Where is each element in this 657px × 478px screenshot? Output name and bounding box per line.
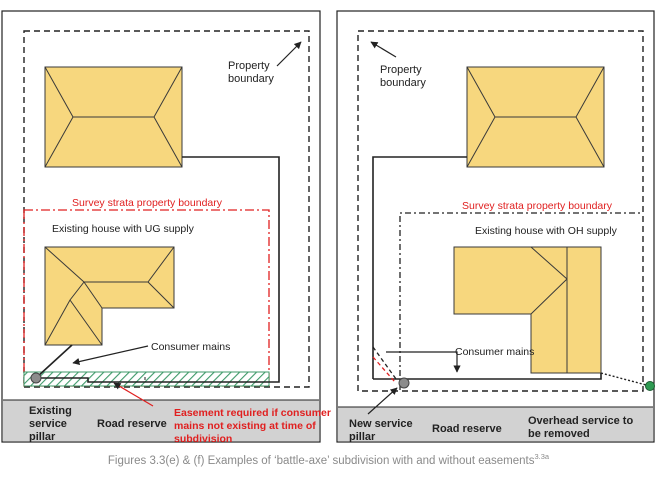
pillar-label-left-2: service	[29, 418, 67, 430]
existing-house-ug	[44, 246, 175, 346]
consumer-mains-line-left	[37, 156, 280, 383]
new-service-pillar	[398, 377, 410, 389]
supply-line-right	[373, 373, 602, 380]
existing-house-oh	[453, 246, 602, 374]
consumer-mains-label-left: Consumer mains	[151, 341, 230, 353]
pillar-label-right-2: pillar	[349, 431, 376, 443]
existing-service-pillar	[30, 372, 42, 384]
figure-caption: Figures 3.3(e) & (f) Examples of ‘battle…	[0, 452, 657, 467]
pillar-label-right-1: New service	[349, 418, 413, 430]
left-panel: Property boundary Survey strata property…	[1, 10, 331, 445]
road-reserve-label-left: Road reserve	[97, 418, 167, 430]
easement-note-2: mains not existing at time of	[174, 420, 316, 432]
consumer-mains-label-right: Consumer mains	[455, 346, 534, 358]
property-boundary-label-left-2: boundary	[228, 73, 274, 85]
supply-line-left	[36, 344, 73, 378]
easement-note-1: Easement required if consumer	[174, 407, 331, 419]
back-house-right	[466, 66, 605, 168]
road-reserve-right	[338, 407, 653, 441]
survey-strata-label-left: Survey strata property boundary	[72, 197, 223, 209]
property-boundary-label-right-1: Property	[380, 64, 422, 76]
survey-strata-boundary-left	[23, 209, 270, 387]
overhead-note-1: Overhead service to	[528, 415, 633, 427]
easement-note-3: subdivision	[174, 433, 232, 445]
property-boundary-left	[23, 30, 310, 388]
house-label-left: Existing house with UG supply	[52, 223, 195, 235]
right-panel: Property boundary Survey strata property…	[336, 10, 655, 443]
pillar-label-left-3: pillar	[29, 431, 56, 443]
overhead-service-line	[600, 372, 651, 387]
easement-strip	[23, 371, 270, 387]
property-boundary-label-left-1: Property	[228, 60, 270, 72]
property-boundary-label-right-2: boundary	[380, 77, 426, 89]
road-reserve-label-right: Road reserve	[432, 423, 502, 435]
overhead-note-2: be removed	[528, 428, 590, 440]
survey-strata-boundary-right	[399, 212, 643, 390]
back-house-left	[44, 66, 183, 168]
pillar-label-left-1: Existing	[29, 405, 72, 417]
house-label-right: Existing house with OH supply	[475, 225, 618, 237]
road-reserve-left	[3, 400, 319, 441]
caption-text: Figures 3.3(e) & (f) Examples of ‘battle…	[107, 454, 535, 467]
property-boundary-right	[357, 30, 644, 392]
survey-strata-label-right: Survey strata property boundary	[462, 200, 613, 212]
consumer-mains-line-right	[372, 156, 467, 379]
overhead-pole	[645, 381, 655, 391]
caption-superscript: 3.3a	[534, 452, 550, 461]
